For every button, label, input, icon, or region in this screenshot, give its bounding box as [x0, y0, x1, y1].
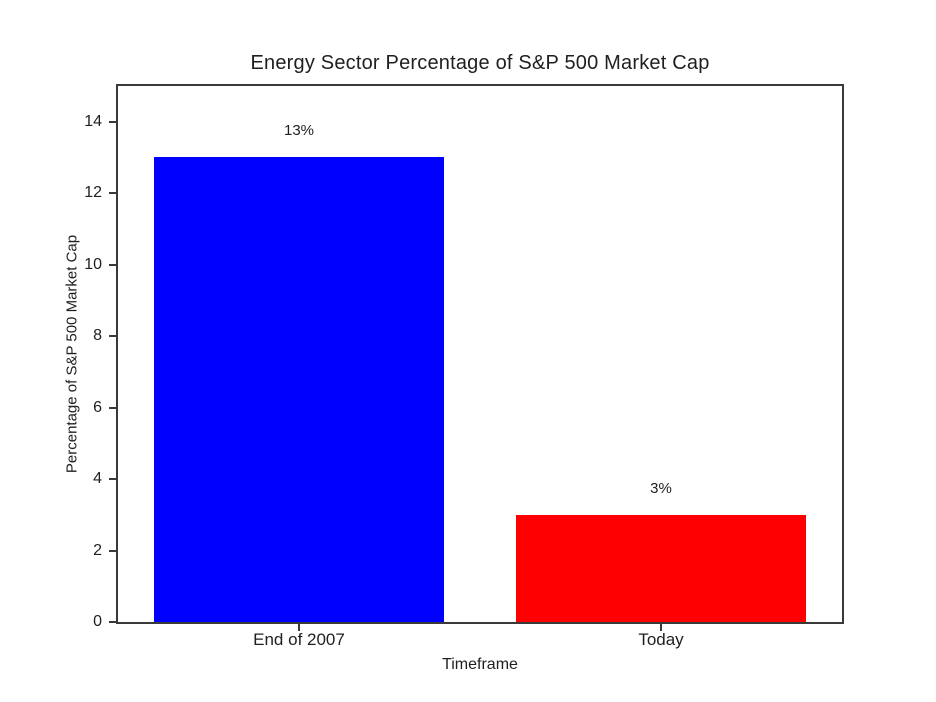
bar-today: [516, 514, 806, 622]
y-tick-label: 8: [93, 327, 102, 345]
y-tick-mark: [109, 335, 116, 338]
plot-area: 0 2 4 6 8 10 12 14 13% End of 2007 3% Today: [84, 84, 844, 649]
y-tick-label: 0: [93, 613, 102, 630]
y-tick-label: 14: [84, 112, 102, 130]
y-tick-mark: [109, 263, 116, 266]
bar-value-label: 13%: [283, 122, 315, 140]
x-tick-mark: [298, 624, 300, 631]
y-tick-mark: [109, 406, 116, 409]
y-tick-mark: [109, 478, 116, 481]
y-tick-label: 12: [84, 184, 102, 202]
y-tick-mark: [109, 120, 116, 123]
y-tick-mark: [109, 549, 116, 552]
y-tick-mark: [109, 621, 116, 623]
bar-value-label: 3%: [650, 479, 672, 497]
y-tick-mark: [109, 192, 116, 195]
y-tick-label: 4: [93, 470, 102, 488]
x-tick-label: Today: [638, 630, 684, 649]
x-axis-label: Timeframe: [442, 656, 518, 673]
y-tick-label: 6: [93, 398, 102, 416]
y-tick-label: 2: [93, 541, 102, 559]
x-tick-mark: [660, 624, 662, 631]
y-tick-label: 10: [84, 255, 102, 273]
chart-title: Energy Sector Percentage of S&P 500 Mark…: [250, 52, 710, 74]
x-tick-label: End of 2007: [253, 630, 345, 649]
bar-end-of-2007: [154, 157, 444, 622]
